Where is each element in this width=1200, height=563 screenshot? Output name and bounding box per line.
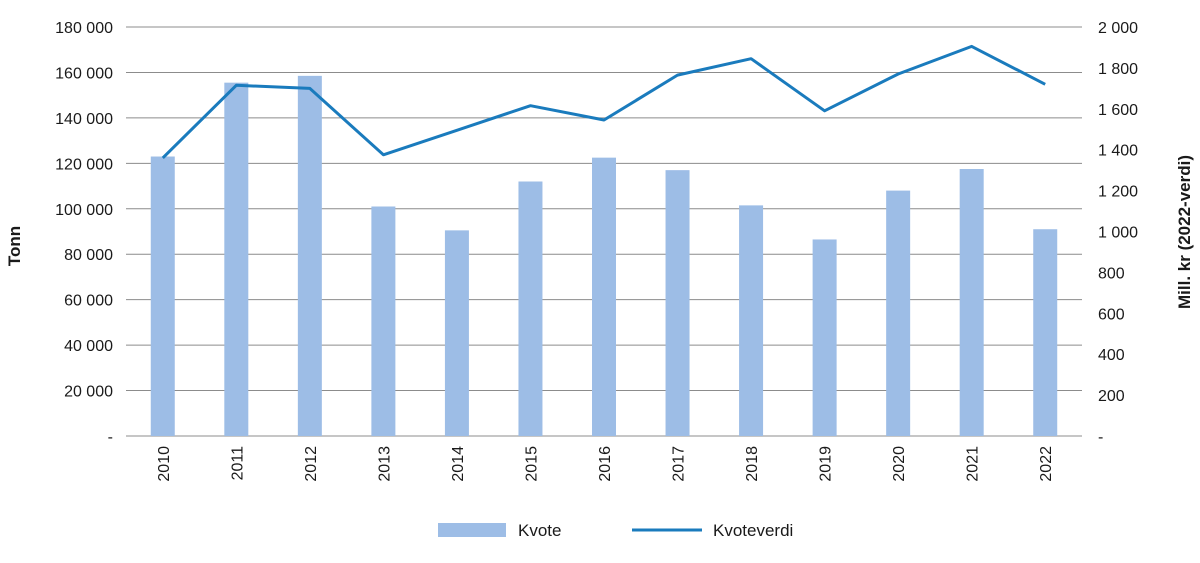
right-tick-label: 400 (1098, 347, 1125, 364)
x-tick-label: 2020 (891, 446, 908, 482)
right-tick-label: 600 (1098, 306, 1125, 323)
right-axis-title: Mill. kr (2022-verdi) (1175, 155, 1194, 309)
left-tick-label: 120 000 (55, 156, 113, 173)
right-tick-label: 1 400 (1098, 143, 1138, 160)
right-tick-label: - (1098, 429, 1103, 446)
bar (224, 82, 249, 437)
bar (812, 239, 837, 436)
x-axis-ticks: 2010 2011 2012 2013 2014 2015 2016 2017 2018 2019… (156, 446, 1055, 482)
left-tick-label: 100 000 (55, 202, 113, 219)
left-axis-ticks: - 20 000 40 000 60 000 80 000 100 000 120 000 1… (55, 20, 113, 446)
legend-label-kvoteverdi: Kvoteverdi (713, 521, 793, 540)
left-tick-label: - (108, 429, 113, 446)
legend-label-kvote: Kvote (518, 521, 561, 540)
x-tick-label: 2016 (597, 446, 614, 482)
bar (444, 230, 469, 436)
left-tick-label: 20 000 (64, 384, 113, 401)
x-tick-label: 2013 (376, 446, 393, 482)
right-tick-label: 1 200 (1098, 184, 1138, 201)
right-tick-label: 2 000 (1098, 20, 1138, 37)
right-tick-label: 1 800 (1098, 61, 1138, 78)
x-tick-label: 2010 (156, 446, 173, 482)
bar (739, 205, 764, 436)
x-tick-label: 2017 (671, 446, 688, 482)
x-tick-label: 2011 (229, 446, 246, 481)
bar (518, 181, 543, 436)
right-tick-label: 800 (1098, 265, 1125, 282)
bar (959, 169, 984, 436)
legend-swatch-kvote (438, 523, 506, 537)
bar-series-kvote (150, 75, 1058, 437)
x-tick-label: 2012 (303, 446, 320, 482)
bar (297, 75, 322, 436)
bar (1033, 229, 1058, 436)
left-axis-title: Tonn (5, 226, 24, 266)
left-tick-label: 160 000 (55, 65, 113, 82)
line-path (161, 44, 1046, 159)
left-tick-label: 180 000 (55, 20, 113, 37)
bar (886, 190, 911, 436)
x-tick-label: 2015 (524, 446, 541, 482)
right-axis-ticks: - 200 400 600 800 1 000 1 200 1 400 1 600 1 800 2 … (1098, 20, 1138, 446)
right-tick-label: 1 600 (1098, 102, 1138, 119)
x-tick-label: 2019 (818, 446, 835, 482)
left-tick-label: 40 000 (64, 338, 113, 355)
bar (150, 156, 175, 436)
right-tick-label: 1 000 (1098, 225, 1138, 242)
left-tick-label: 140 000 (55, 111, 113, 128)
right-tick-label: 200 (1098, 388, 1125, 405)
bar (665, 170, 690, 436)
legend: Kvote Kvoteverdi (438, 521, 793, 540)
line-series-kvoteverdi (161, 44, 1046, 159)
bar (592, 157, 616, 436)
left-tick-label: 80 000 (64, 247, 113, 264)
x-tick-label: 2014 (450, 446, 467, 482)
left-tick-label: 60 000 (64, 293, 113, 310)
x-tick-label: 2018 (744, 446, 761, 482)
x-tick-label: 2021 (965, 446, 982, 482)
x-tick-label: 2022 (1038, 446, 1055, 482)
bar (371, 206, 396, 436)
